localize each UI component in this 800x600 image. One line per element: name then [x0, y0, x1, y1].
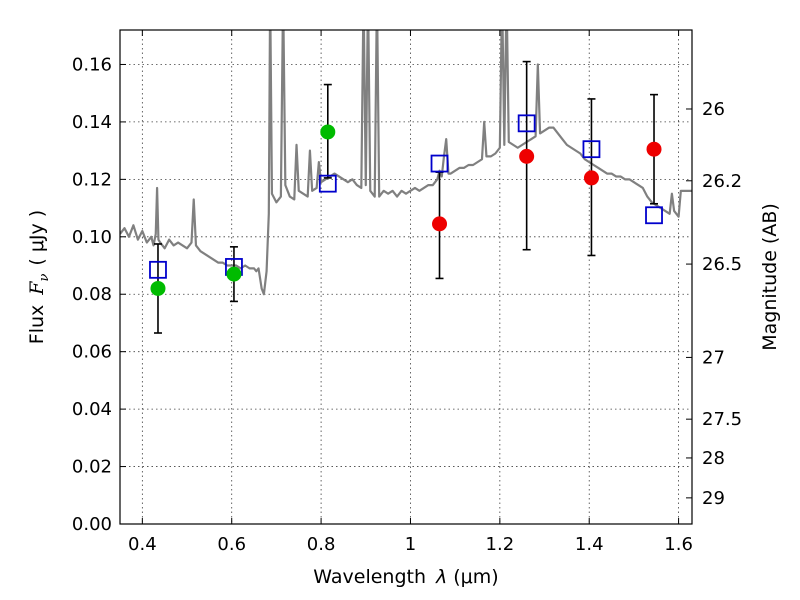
x-tick-label: 0.8 [307, 534, 336, 555]
right-tick-label: 26.5 [702, 254, 742, 275]
observed-point-red [646, 141, 662, 157]
x-axis-label-symbol: λ [435, 566, 447, 588]
observed-point-red [519, 148, 535, 164]
y-tick-label: 0.14 [72, 112, 112, 133]
right-tick-label: 28 [702, 448, 725, 469]
y-tick-label: 0.04 [72, 399, 112, 420]
x-tick-label: 1 [405, 534, 416, 555]
observed-point-green [320, 124, 336, 140]
x-tick-label: 1.4 [575, 534, 604, 555]
right-tick-label: 26.2 [702, 171, 742, 192]
right-tick-label: 29 [702, 488, 725, 509]
y-tick-label: 0.02 [72, 457, 112, 478]
right-axis-label: Magnitude (AB) [759, 203, 781, 351]
x-tick-label: 1.2 [486, 534, 515, 555]
right-tick-label: 27 [702, 347, 725, 368]
model-photometry-square [517, 114, 536, 133]
model-spectrum-series [120, 30, 692, 296]
y-axis-label: Flux Fν ( μJy ) [26, 210, 52, 344]
x-tick-label: 1.6 [664, 534, 693, 555]
y-tick-label: 0.00 [72, 514, 112, 535]
x-axis-label-text: Wavelength [313, 566, 426, 588]
observed-point-red [583, 170, 599, 186]
x-tick-label: 0.4 [128, 534, 157, 555]
y-tick-label: 0.06 [72, 342, 112, 363]
x-tick-label: 0.6 [217, 534, 246, 555]
y-tick-label: 0.16 [72, 54, 112, 75]
model-photometry-square [645, 206, 663, 225]
observed-point-green [226, 266, 242, 282]
x-axis-label: Wavelength λ (μm) [313, 566, 498, 588]
model-photometry-square [318, 174, 337, 193]
y-tick-label: 0.12 [72, 169, 112, 190]
data-markers [149, 60, 663, 334]
y-axis-label-text: Flux [26, 305, 48, 345]
x-axis-ticks: 0.4 0.6 0.8 1 1.2 1.4 1.6 [128, 30, 693, 555]
y-tick-label: 0.10 [72, 227, 112, 248]
model-photometry-square [430, 154, 449, 173]
observed-point-green [150, 280, 166, 296]
model-photometry-square [582, 140, 601, 159]
right-tick-label: 26 [702, 99, 725, 120]
model-photometry-square [149, 260, 167, 279]
right-axis-ticks: 26 26.2 26.5 27 27.5 28 29 [686, 99, 742, 509]
y-tick-label: 0.08 [72, 284, 112, 305]
y-axis-ticks: 0.00 0.02 0.04 0.06 0.08 0.10 0.12 0.14 0.16 [72, 54, 126, 535]
plot-frame [119, 29, 693, 525]
right-tick-label: 27.5 [702, 409, 742, 430]
x-axis-label-unit: (μm) [453, 566, 498, 588]
y-axis-label-unit: ( μJy ) [26, 210, 48, 266]
observed-point-red [432, 216, 448, 232]
spectrum-line [120, 30, 692, 296]
y-axis-label-subscript: ν [37, 274, 52, 282]
y-axis-label-symbol: F [26, 281, 48, 296]
